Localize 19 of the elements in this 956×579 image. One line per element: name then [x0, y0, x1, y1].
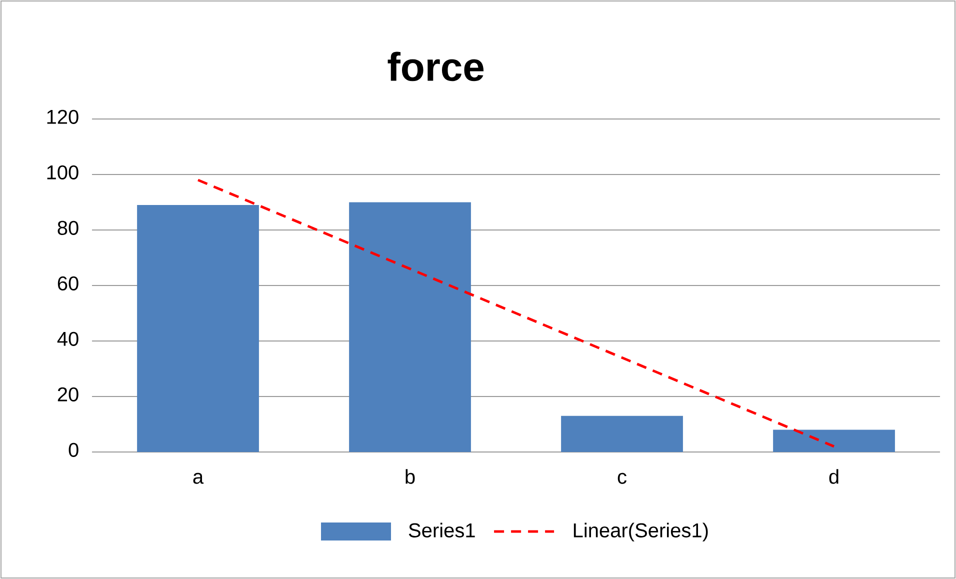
x-tick-label: c: [618, 472, 626, 484]
bar: [349, 202, 471, 452]
y-tick-label: 80: [58, 220, 78, 235]
y-tick-label: 120: [47, 110, 78, 124]
y-tick-label: 100: [47, 165, 78, 180]
legend-label: Series1: [408, 522, 475, 538]
y-tick-label: 20: [58, 387, 78, 402]
chart-title: force: [388, 52, 484, 82]
bar: [773, 430, 895, 452]
y-tick-label: 60: [58, 276, 78, 290]
bar: [137, 205, 259, 452]
x-tick-label: d: [829, 469, 838, 484]
bar: [561, 416, 683, 452]
x-tick-label: b: [406, 469, 415, 484]
y-tick-label: 40: [57, 332, 78, 346]
y-tick-label: 0: [68, 442, 78, 457]
legend-label: Linear(Series1): [574, 522, 708, 542]
x-tick-label: a: [193, 472, 204, 484]
line-series: [196, 178, 836, 448]
